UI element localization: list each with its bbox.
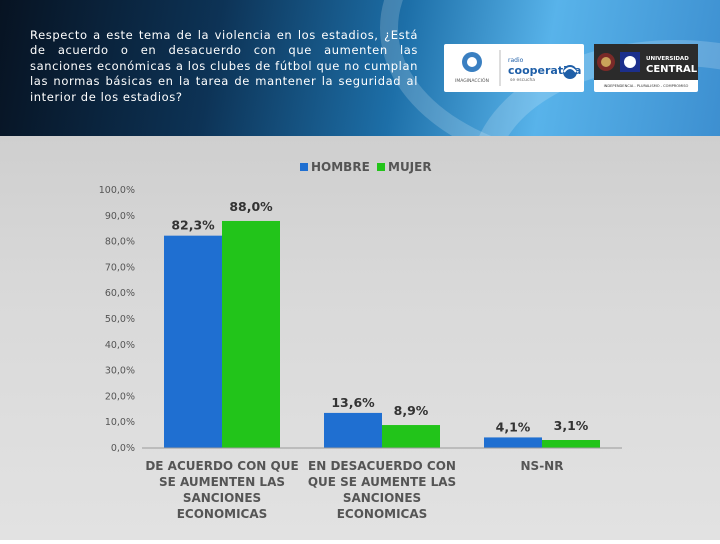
bar-mujer [542,440,600,448]
bars: 82,3% 88,0% 13,6% 8,9% 4,1% 3,1% [164,199,600,448]
logo-strip-left: IMAGINACCIÓN radio cooperativa se escuch… [444,44,584,92]
svg-text:UNIVERSIDAD: UNIVERSIDAD [646,56,689,62]
category-label: NS-NR [521,459,564,473]
bar-mujer [382,425,440,448]
legend-swatch-hombre [300,163,308,171]
header-banner: Respecto a este tema de la violencia en … [0,0,720,136]
data-label-hombre: 82,3% [171,218,215,233]
svg-text:cooperativa: cooperativa [508,64,581,77]
bar-chart: HOMBRE MUJER 0,0% 10,0% 20,0% 30,0% 40,0% 50,… [99,160,622,521]
logos-left: IMAGINACCIÓN radio cooperativa se escuch… [455,50,581,86]
data-label-hombre: 4,1% [496,419,531,434]
logo-strip-right: UNIVERSIDAD CENTRAL INDEPENDENCIA - PLUR… [594,44,698,92]
data-label-hombre: 13,6% [331,395,375,410]
bar-hombre [324,412,382,448]
legend-label-mujer: MUJER [388,160,432,174]
y-tick-label: 70,0% [105,262,135,273]
chart-area: HOMBRE MUJER 0,0% 10,0% 20,0% 30,0% 40,0% 50,… [0,136,720,540]
category-label: EN DESACUERDO CON QUE SE AUMENTE LAS SANCI… [308,459,456,521]
svg-text:INDEPENDENCIA - PLURALISMO - C: INDEPENDENCIA - PLURALISMO - COMPROMISO [604,84,689,88]
svg-text:CENTRAL: CENTRAL [646,64,698,75]
bar-mujer [222,220,280,448]
y-tick-label: 10,0% [105,417,135,428]
y-tick-label: 50,0% [105,314,135,325]
imaginaccion-caption: IMAGINACCIÓN [455,77,489,84]
svg-text:se escucha: se escucha [510,77,535,83]
category-label: DE ACUERDO CON QUE SE AUMENTEN LAS SANCION… [145,459,298,521]
y-tick-label: 100,0% [99,185,135,196]
y-tick-label: 20,0% [105,391,135,402]
data-label-mujer: 8,9% [394,403,429,418]
data-label-mujer: 88,0% [229,199,273,214]
legend-swatch-mujer [377,163,385,171]
cooperativa-logo: radio cooperativa se escucha [508,57,581,83]
data-label-mujer: 3,1% [554,418,589,433]
chart-legend: HOMBRE MUJER [300,160,432,174]
y-tick-label: 40,0% [105,340,135,351]
svg-text:radio: radio [508,57,524,64]
y-axis: 0,0% 10,0% 20,0% 30,0% 40,0% 50,0% 60,0% 70,0% 8… [99,185,135,454]
y-tick-label: 30,0% [105,366,135,377]
imaginaccion-logo: IMAGINACCIÓN [455,52,489,84]
universidad-central-logo: UNIVERSIDAD CENTRAL INDEPENDENCIA - PLUR… [594,44,698,88]
y-tick-label: 60,0% [105,288,135,299]
y-tick-label: 90,0% [105,211,135,222]
bar-hombre [484,437,542,448]
bar-hombre [164,235,222,448]
x-axis: DE ACUERDO CON QUE SE AUMENTEN LAS SANCION… [142,447,622,521]
survey-question: Respecto a este tema de la violencia en … [30,28,418,104]
y-tick-label: 0,0% [111,443,135,454]
legend-label-hombre: HOMBRE [311,160,370,174]
y-tick-label: 80,0% [105,237,135,248]
